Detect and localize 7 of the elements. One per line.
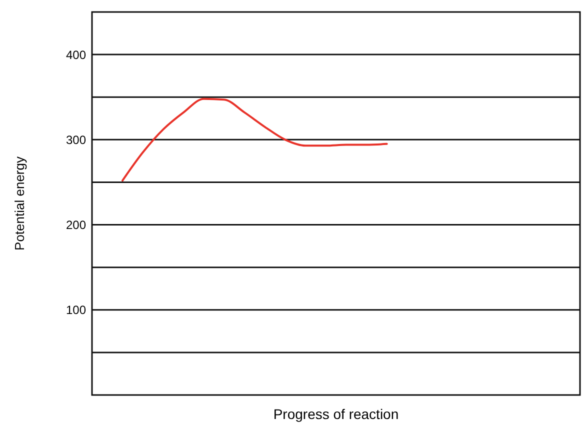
y-axis-title: Potential energy: [12, 156, 27, 250]
y-tick-label: 100: [66, 303, 86, 318]
y-tick-label: 200: [66, 218, 86, 232]
y-tick-label: 400: [66, 48, 86, 62]
x-axis-title: Progress of reaction: [273, 406, 399, 422]
line-series: [122, 98, 388, 182]
y-tick-label: 300: [66, 132, 86, 147]
